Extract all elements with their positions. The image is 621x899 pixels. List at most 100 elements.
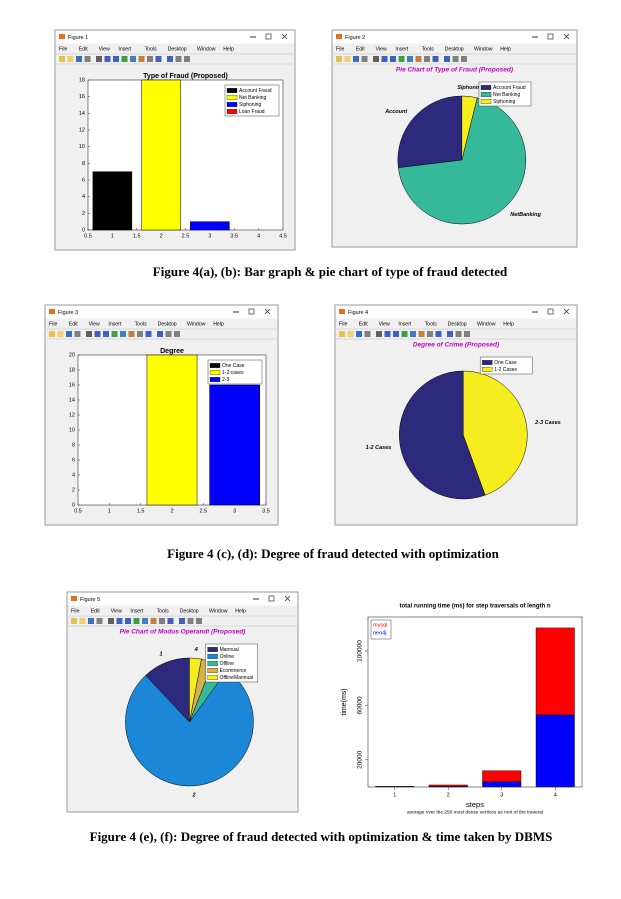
menu-item[interactable]: Edit — [356, 46, 365, 52]
toolbar-icon[interactable] — [96, 618, 103, 624]
toolbar-icon[interactable] — [49, 331, 55, 337]
toolbar-icon[interactable] — [401, 331, 408, 337]
toolbar-icon[interactable] — [384, 331, 391, 337]
menu-item[interactable]: File — [59, 46, 67, 52]
toolbar-icon[interactable] — [347, 331, 354, 337]
toolbar-icon[interactable] — [339, 331, 345, 337]
menu-item[interactable]: Desktop — [448, 321, 467, 327]
toolbar-icon[interactable] — [125, 618, 131, 624]
toolbar-icon[interactable] — [103, 331, 109, 337]
toolbar-icon[interactable] — [455, 331, 462, 337]
toolbar-icon[interactable] — [393, 331, 399, 337]
toolbar-icon[interactable] — [174, 331, 180, 337]
menu-item[interactable]: Help — [223, 46, 234, 52]
toolbar-icon[interactable] — [84, 56, 91, 62]
toolbar-icon[interactable] — [104, 56, 111, 62]
toolbar-icon[interactable] — [444, 56, 450, 62]
menu-item[interactable]: Edit — [79, 46, 88, 52]
toolbar-icon[interactable] — [435, 331, 442, 337]
close-button[interactable] — [563, 308, 570, 315]
toolbar-icon[interactable] — [361, 56, 368, 62]
toolbar-icon[interactable] — [157, 331, 163, 337]
menu-item[interactable]: Insert — [395, 46, 409, 52]
menu-item[interactable]: Tools — [145, 46, 158, 52]
toolbar-icon[interactable] — [150, 618, 157, 624]
toolbar-icon[interactable] — [116, 618, 123, 624]
toolbar-icon[interactable] — [167, 618, 174, 624]
toolbar-icon[interactable] — [336, 56, 342, 62]
toolbar-icon[interactable] — [113, 56, 119, 62]
toolbar-icon[interactable] — [175, 56, 182, 62]
toolbar-icon[interactable] — [179, 618, 185, 624]
toolbar-icon[interactable] — [373, 56, 379, 62]
menu-item[interactable]: Edit — [69, 321, 78, 327]
toolbar-icon[interactable] — [398, 56, 405, 62]
toolbar-icon[interactable] — [167, 56, 173, 62]
menu-item[interactable]: Window — [209, 608, 228, 614]
toolbar-icon[interactable] — [376, 331, 382, 337]
toolbar-icon[interactable] — [67, 56, 74, 62]
menu-item[interactable]: Desktop — [158, 321, 177, 327]
menu-item[interactable]: Help — [503, 321, 514, 327]
toolbar-icon[interactable] — [418, 331, 425, 337]
toolbar-icon[interactable] — [88, 618, 94, 624]
menu-item[interactable]: Desktop — [445, 46, 464, 52]
menu-item[interactable]: Help — [500, 46, 511, 52]
toolbar-icon[interactable] — [364, 331, 371, 337]
menu-item[interactable]: Window — [187, 321, 206, 327]
menu-item[interactable]: Desktop — [180, 608, 199, 614]
toolbar-icon[interactable] — [390, 56, 396, 62]
menu-item[interactable]: Tools — [425, 321, 438, 327]
toolbar-icon[interactable] — [356, 331, 362, 337]
menu-item[interactable]: Window — [474, 46, 493, 52]
toolbar-icon[interactable] — [94, 331, 101, 337]
toolbar-icon[interactable] — [344, 56, 351, 62]
close-button[interactable] — [563, 33, 570, 40]
toolbar-icon[interactable] — [427, 331, 433, 337]
maximize-button[interactable] — [268, 595, 275, 602]
toolbar-icon[interactable] — [187, 618, 194, 624]
toolbar-icon[interactable] — [108, 618, 114, 624]
menu-item[interactable]: Edit — [91, 608, 100, 614]
toolbar-icon[interactable] — [130, 56, 136, 62]
menu-item[interactable]: View — [99, 46, 110, 52]
menu-item[interactable]: View — [376, 46, 387, 52]
toolbar-icon[interactable] — [121, 56, 128, 62]
toolbar-icon[interactable] — [165, 331, 172, 337]
toolbar-icon[interactable] — [76, 56, 82, 62]
toolbar-icon[interactable] — [184, 56, 190, 62]
maximize-button[interactable] — [547, 33, 554, 40]
close-button[interactable] — [284, 595, 291, 602]
toolbar-icon[interactable] — [196, 618, 202, 624]
toolbar-icon[interactable] — [410, 331, 416, 337]
toolbar-icon[interactable] — [407, 56, 413, 62]
toolbar-icon[interactable] — [79, 618, 86, 624]
close-button[interactable] — [264, 308, 271, 315]
menu-item[interactable]: File — [49, 321, 57, 327]
menu-item[interactable]: Desktop — [168, 46, 187, 52]
maximize-button[interactable] — [547, 308, 554, 315]
menu-item[interactable]: File — [336, 46, 344, 52]
toolbar-icon[interactable] — [145, 331, 152, 337]
menu-item[interactable]: Tools — [135, 321, 148, 327]
toolbar-icon[interactable] — [133, 618, 140, 624]
menu-item[interactable]: Insert — [118, 46, 132, 52]
menu-item[interactable]: Window — [197, 46, 216, 52]
menu-item[interactable]: View — [379, 321, 390, 327]
toolbar-icon[interactable] — [59, 56, 65, 62]
menu-item[interactable]: Insert — [108, 321, 122, 327]
toolbar-icon[interactable] — [452, 56, 459, 62]
toolbar-icon[interactable] — [147, 56, 153, 62]
toolbar-icon[interactable] — [432, 56, 439, 62]
toolbar-icon[interactable] — [128, 331, 135, 337]
menu-item[interactable]: Help — [235, 608, 246, 614]
toolbar-icon[interactable] — [447, 331, 453, 337]
toolbar-icon[interactable] — [57, 331, 64, 337]
toolbar-icon[interactable] — [66, 331, 72, 337]
toolbar-icon[interactable] — [138, 56, 145, 62]
toolbar-icon[interactable] — [86, 331, 92, 337]
menu-item[interactable]: File — [339, 321, 347, 327]
menu-item[interactable]: Insert — [130, 608, 144, 614]
toolbar-icon[interactable] — [71, 618, 77, 624]
menu-item[interactable]: Insert — [398, 321, 412, 327]
